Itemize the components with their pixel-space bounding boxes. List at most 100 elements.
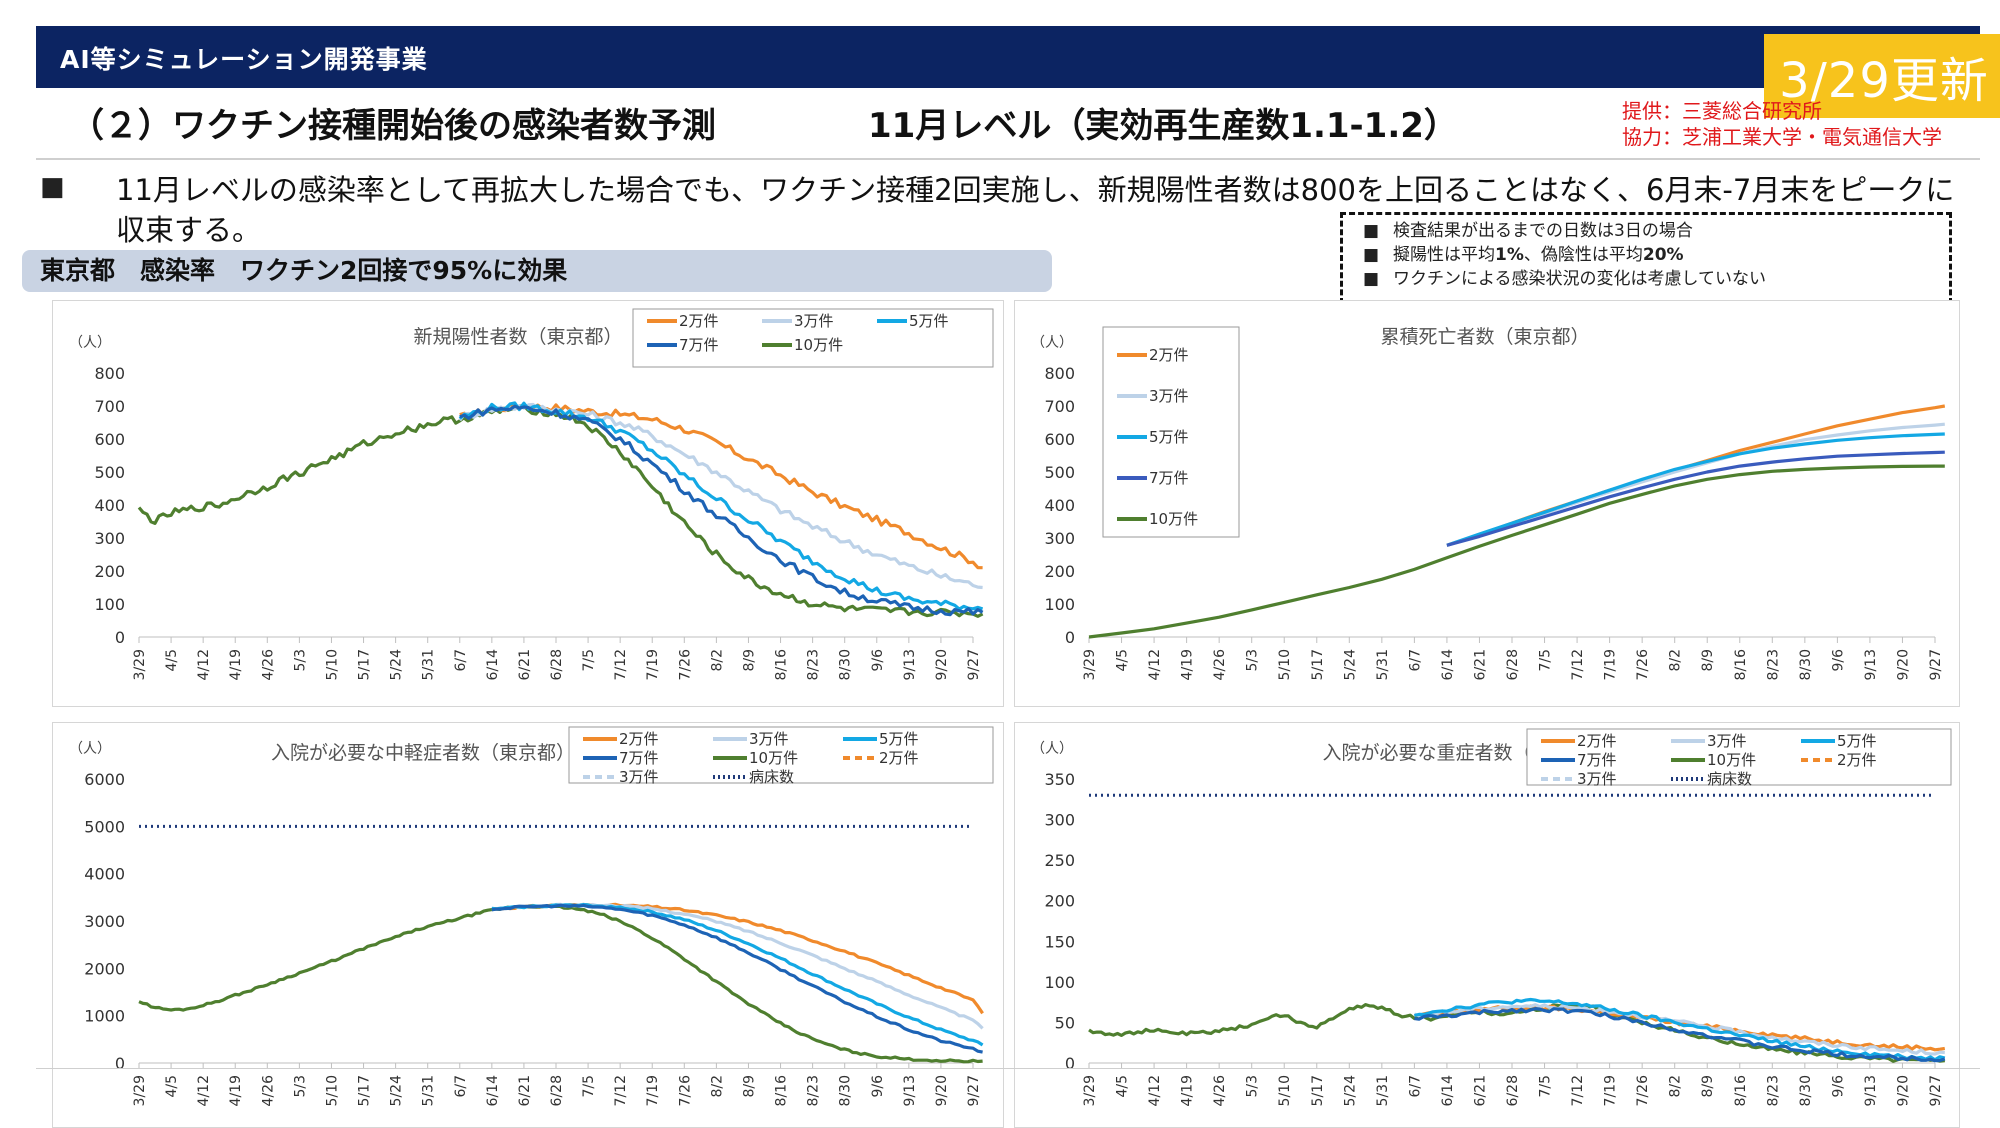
y-tick-label: 0 (1065, 628, 1075, 647)
x-tick-label: 4/26 (260, 1075, 276, 1107)
x-tick-label: 4/26 (1212, 1075, 1228, 1107)
x-tick-label: 5/10 (1277, 649, 1293, 680)
x-tick-label: 8/2 (1668, 1075, 1684, 1098)
summary-bullet-icon: ■ (40, 172, 65, 202)
x-tick-label: 6/7 (1407, 649, 1423, 672)
header-bar: AI等シミュレーション開発事業 3/29更新 (36, 26, 2000, 118)
x-tick-label: 6/28 (549, 649, 565, 680)
chart-unit-label: （人） (1031, 335, 1073, 351)
x-tick-label: 4/12 (1147, 649, 1163, 680)
chart-unit-label: （人） (69, 741, 111, 757)
x-tick-label: 5/24 (389, 649, 405, 681)
series-line (1414, 997, 1946, 1062)
series-line (459, 402, 983, 570)
y-tick-label: 6000 (84, 770, 125, 789)
x-tick-label: 8/16 (1733, 1075, 1749, 1107)
x-tick-label: 9/13 (1863, 649, 1879, 680)
note-item: ■ ワクチンによる感染状況の変化は考慮していない (1363, 269, 1766, 289)
x-tick-label: 4/5 (164, 1075, 180, 1098)
update-badge: 3/29更新 (1764, 34, 2000, 118)
x-tick-label: 8/16 (774, 649, 790, 681)
x-tick-label: 4/19 (1180, 649, 1196, 680)
y-tick-label: 600 (94, 430, 125, 449)
x-tick-label: 9/20 (934, 649, 950, 680)
x-tick-label: 7/26 (677, 649, 693, 681)
chart-unit-label: （人） (1031, 741, 1073, 757)
x-tick-label: 7/26 (1635, 1075, 1651, 1107)
x-tick-label: 6/14 (485, 649, 501, 681)
x-tick-label: 5/31 (421, 1075, 437, 1106)
x-tick-label: 5/31 (1375, 1075, 1391, 1106)
x-tick-label: 5/10 (324, 649, 340, 680)
x-tick-label: 4/19 (228, 649, 244, 680)
square-bullet-icon: ■ (1363, 269, 1380, 289)
x-tick-label: 9/20 (1895, 1075, 1911, 1106)
x-tick-label: 5/3 (292, 1075, 308, 1098)
x-tick-label: 5/31 (421, 649, 437, 680)
chart-panel-cumulative-deaths: 累積死亡者数（東京都） （人） 0 100 200 300 400 500 600 700 800 3… (1014, 300, 1960, 707)
y-tick-label: 3000 (84, 912, 125, 931)
y-tick-label: 50 (1055, 1013, 1075, 1032)
x-tick-label: 7/26 (677, 1075, 693, 1107)
x-tick-label: 8/30 (1798, 1075, 1814, 1106)
y-tick-label: 300 (1044, 529, 1075, 548)
x-tick-label: 5/24 (389, 1075, 405, 1107)
x-tick-label: 8/9 (1700, 649, 1716, 672)
legend-label: 5万件 (1837, 732, 1877, 750)
legend-label: 10万件 (794, 336, 843, 354)
legend-label: 5万件 (909, 312, 949, 330)
y-tick-label: 400 (94, 496, 125, 515)
legend-label: 2万件 (679, 312, 719, 330)
series-line (138, 904, 983, 1064)
x-tick-label: 5/17 (1310, 649, 1326, 680)
x-tick-label: 8/30 (1798, 649, 1814, 680)
legend-label: 2万件 (1577, 732, 1617, 750)
y-tick-label: 300 (1044, 811, 1075, 830)
legend-label: 3万件 (1149, 387, 1189, 405)
x-tick-label: 5/10 (324, 1075, 340, 1106)
x-tick-label: 6/14 (485, 1075, 501, 1107)
x-tick-label: 5/24 (1342, 649, 1358, 681)
x-tick-label: 4/12 (1147, 1075, 1163, 1106)
legend-label: 2万件 (1149, 346, 1189, 364)
x-tick-label: 5/3 (1245, 1075, 1261, 1098)
legend-label: 7万件 (1149, 469, 1189, 487)
legend-label: 10万件 (1707, 751, 1756, 769)
chart-svg: 新規陽性者数（東京都） （人） 0 100 200 300 400 500 600 700 800 3… (69, 308, 994, 681)
chart-panel-new-positive: 新規陽性者数（東京都） （人） 0 100 200 300 400 500 600 700 800 3… (52, 300, 1004, 707)
x-tick-label: 9/27 (1928, 649, 1944, 680)
x-tick-label: 4/12 (196, 649, 212, 680)
note-item: ■ 検査結果が出るまでの日数は3日の場合 (1363, 221, 1693, 241)
x-tick-label: 4/26 (260, 649, 276, 681)
x-tick-label: 5/3 (292, 649, 308, 672)
x-tick-label: 7/12 (613, 1075, 629, 1106)
y-tick-label: 1000 (84, 1007, 125, 1026)
series-line (1413, 1003, 1945, 1056)
y-tick-label: 800 (1044, 364, 1075, 383)
series-line (1446, 432, 1945, 547)
square-bullet-icon: ■ (1363, 245, 1380, 265)
y-tick-label: 600 (1044, 430, 1075, 449)
x-tick-label: 8/23 (806, 1075, 822, 1106)
legend-box (568, 726, 994, 784)
x-tick-label: 9/6 (1830, 1075, 1846, 1098)
x-tick-label: 7/26 (1635, 649, 1651, 681)
x-tick-label: 8/9 (741, 649, 757, 672)
x-tick-label: 7/19 (1603, 649, 1619, 680)
x-tick-label: 3/29 (132, 1075, 148, 1106)
x-tick-label: 6/21 (517, 649, 533, 680)
provider-line: 提供：三菱総合研究所 (1622, 99, 1822, 123)
chart-title: 累積死亡者数（東京都） (1380, 326, 1589, 348)
x-tick-label: 7/19 (1603, 1075, 1619, 1106)
y-tick-label: 500 (94, 463, 125, 482)
chart-panel-moderate-inpatients: 入院が必要な中軽症者数（東京都） （人） 0 1000 2000 3000 4000 5000… (52, 722, 1004, 1128)
x-tick-label: 4/5 (1115, 649, 1131, 672)
x-tick-label: 4/12 (196, 1075, 212, 1106)
x-tick-label: 4/5 (1115, 1075, 1131, 1098)
y-tick-label: 5000 (84, 817, 125, 836)
legend-label: 3万件 (794, 312, 834, 330)
series-line (491, 902, 984, 1030)
legend-label: 5万件 (1149, 428, 1189, 446)
summary-text: 11月レベルの感染率として再拡大した場合でも、ワクチン接種2回実施し、新規陽性者… (116, 173, 1955, 247)
provider-credit: 提供：三菱総合研究所 協力：芝浦工業大学・電気通信大学 (1622, 98, 1942, 150)
